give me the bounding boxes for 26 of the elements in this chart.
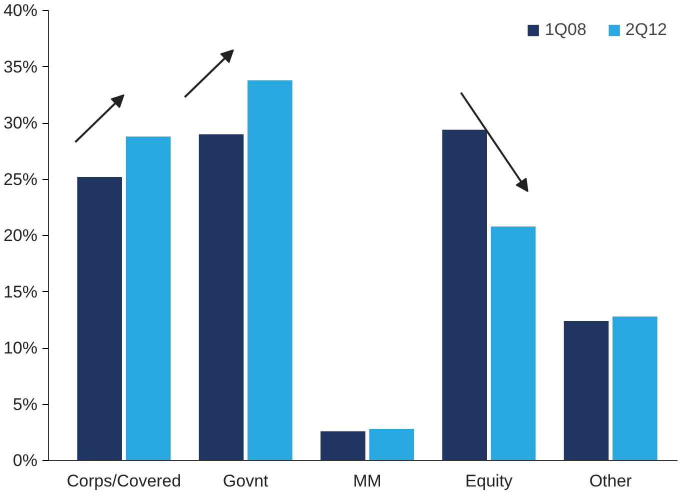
y-tick-label: 30% xyxy=(3,114,38,132)
x-tick-label: Other xyxy=(589,472,632,490)
y-tick-label: 10% xyxy=(3,338,38,358)
y-tick-label: 15% xyxy=(3,282,38,302)
y-tick-label: 0% xyxy=(12,451,38,470)
bar xyxy=(369,429,414,460)
bar xyxy=(442,130,487,460)
bar xyxy=(320,431,366,460)
bar xyxy=(126,136,171,460)
x-tick-label: Govnt xyxy=(222,472,269,490)
legend-label: 2Q12 xyxy=(625,20,667,40)
bar xyxy=(77,177,122,460)
x-tick-label: Corps/Covered xyxy=(66,472,182,490)
bar xyxy=(564,321,609,460)
y-tick-label: 35% xyxy=(3,57,38,76)
bar xyxy=(248,80,292,460)
y-tick-label: 5% xyxy=(12,394,38,414)
bar xyxy=(612,316,658,460)
bar xyxy=(490,226,536,460)
bar xyxy=(198,134,244,460)
y-tick-label: 20% xyxy=(3,226,38,245)
y-tick-label: 40% xyxy=(3,1,38,20)
x-tick-label: Equity xyxy=(465,472,514,490)
legend-label: 1Q08 xyxy=(544,20,586,40)
y-tick-label: 25% xyxy=(3,170,38,189)
x-tick-label: MM xyxy=(353,472,382,490)
